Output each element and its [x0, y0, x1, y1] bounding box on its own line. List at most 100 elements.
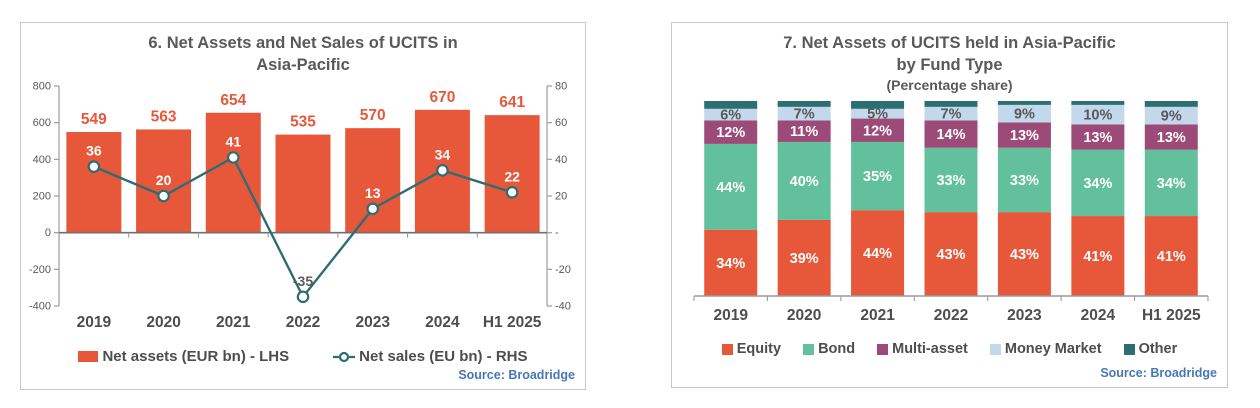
legend-label-bond: Bond — [818, 341, 856, 357]
svg-text:0: 0 — [45, 227, 51, 239]
svg-text:9%: 9% — [1161, 109, 1182, 125]
legend-label-money-market: Money Market — [1004, 341, 1102, 357]
svg-text:H1 2025: H1 2025 — [483, 314, 542, 331]
bond-swatch — [803, 343, 815, 355]
chart1-title: 6. Net Assets and Net Sales of UCITS in … — [21, 32, 585, 76]
svg-text:40%: 40% — [790, 174, 819, 190]
svg-text:12%: 12% — [863, 123, 892, 139]
multi-asset-swatch — [877, 343, 889, 355]
svg-text:34%: 34% — [1083, 176, 1112, 192]
chart1-source-credit: Source: Broadridge — [458, 368, 575, 382]
chart2-title: 7. Net Assets of UCITS held in Asia-Paci… — [672, 32, 1227, 76]
svg-text:2019: 2019 — [713, 307, 748, 324]
svg-text:-200: -200 — [29, 264, 51, 276]
svg-text:14%: 14% — [936, 127, 965, 143]
chart1-legend: Net assets (EUR bn) - LHS Net sales (EU … — [21, 348, 585, 365]
legend-label-other: Other — [1138, 341, 1178, 357]
svg-text:600: 600 — [33, 117, 51, 129]
svg-text:-400: -400 — [29, 301, 51, 313]
svg-text:41: 41 — [225, 134, 241, 150]
svg-text:13%: 13% — [1083, 130, 1112, 146]
svg-text:2020: 2020 — [787, 307, 821, 324]
svg-text:44%: 44% — [863, 246, 892, 262]
svg-text:40: 40 — [555, 154, 567, 166]
money-market-swatch — [989, 343, 1001, 355]
chart2-legend: Equity Bond Multi-asset Money Market Oth… — [672, 341, 1227, 357]
svg-text:43%: 43% — [1010, 247, 1039, 263]
chart2-title-line2: by Fund Type — [896, 56, 1003, 74]
svg-text:5%: 5% — [867, 107, 888, 123]
chart-panel-net-assets-and-sales: 6. Net Assets and Net Sales of UCITS in … — [20, 22, 586, 390]
other-swatch — [1123, 343, 1135, 355]
chart2-source-credit: Source: Broadridge — [1100, 366, 1217, 380]
legend-item-multi-asset: Multi-asset — [877, 341, 968, 357]
svg-text:2020: 2020 — [146, 314, 180, 331]
svg-text:33%: 33% — [936, 173, 965, 189]
svg-text:2024: 2024 — [425, 314, 460, 331]
legend-item-bond: Bond — [803, 341, 855, 357]
chart1-title-line1: 6. Net Assets and Net Sales of UCITS in — [148, 34, 458, 52]
stacked-bar-chart: 34%44%12%6%39%40%11%7%44%35%12%5%43%33%1… — [693, 101, 1209, 324]
svg-text:2022: 2022 — [934, 307, 968, 324]
svg-text:670: 670 — [429, 89, 455, 106]
svg-text:2023: 2023 — [355, 314, 390, 331]
legend-item-net-assets: Net assets (EUR bn) - LHS — [78, 348, 289, 365]
svg-text:34%: 34% — [1157, 176, 1186, 192]
svg-text:H1 2025: H1 2025 — [1142, 307, 1201, 324]
svg-text:34%: 34% — [716, 256, 745, 272]
svg-text:2024: 2024 — [1081, 307, 1116, 324]
svg-text:43%: 43% — [936, 247, 965, 263]
svg-text:22: 22 — [504, 168, 520, 184]
chart2-subtitle: (Percentage share) — [886, 77, 1013, 93]
svg-text:39%: 39% — [790, 251, 819, 267]
svg-text:10%: 10% — [1083, 108, 1112, 124]
svg-text:35%: 35% — [863, 169, 892, 185]
svg-text:2021: 2021 — [860, 307, 895, 324]
svg-text:-20: -20 — [555, 264, 571, 276]
legend-label-equity: Equity — [736, 341, 782, 357]
svg-text:80: 80 — [555, 81, 567, 93]
svg-text:570: 570 — [360, 107, 386, 124]
svg-text:549: 549 — [81, 111, 107, 128]
svg-text:9%: 9% — [1014, 107, 1035, 123]
chart2-title-line1: 7. Net Assets of UCITS held in Asia-Paci… — [783, 34, 1116, 52]
svg-text:13%: 13% — [1157, 130, 1186, 146]
svg-text:60: 60 — [555, 117, 567, 129]
chart-panel-fund-type-share: 7. Net Assets of UCITS held in Asia-Paci… — [671, 22, 1228, 388]
legend-label-multi-asset: Multi-asset — [892, 341, 968, 357]
svg-text:13: 13 — [365, 185, 381, 201]
svg-text:7%: 7% — [794, 107, 815, 123]
svg-text:2022: 2022 — [286, 314, 320, 331]
svg-text:-35: -35 — [293, 273, 313, 289]
legend-item-money-market: Money Market — [989, 341, 1102, 357]
equity-swatch — [721, 343, 733, 355]
net-sales-line-marker-swatch — [333, 351, 356, 362]
svg-text:654: 654 — [220, 92, 246, 109]
svg-text:641: 641 — [499, 94, 525, 111]
svg-text:33%: 33% — [1010, 173, 1039, 189]
svg-text:34: 34 — [435, 146, 451, 162]
svg-text:400: 400 — [33, 154, 51, 166]
svg-text:20: 20 — [156, 172, 172, 188]
svg-text:44%: 44% — [716, 180, 745, 196]
svg-text:800: 800 — [33, 81, 51, 93]
svg-text:2023: 2023 — [1007, 307, 1042, 324]
svg-text:7%: 7% — [941, 107, 962, 123]
svg-text:41%: 41% — [1083, 249, 1112, 265]
svg-text:20: 20 — [555, 191, 567, 203]
chart1-title-line2: Asia-Pacific — [256, 56, 350, 74]
svg-text:200: 200 — [33, 191, 51, 203]
svg-text:36: 36 — [86, 143, 102, 159]
svg-text:13%: 13% — [1010, 128, 1039, 144]
svg-text:535: 535 — [290, 114, 316, 131]
legend-item-other: Other — [1123, 341, 1178, 357]
svg-text:-: - — [555, 227, 559, 239]
svg-text:2021: 2021 — [216, 314, 251, 331]
svg-text:563: 563 — [151, 108, 177, 125]
svg-text:12%: 12% — [716, 125, 745, 141]
legend-label-net-assets: Net assets (EUR bn) - LHS — [102, 348, 290, 365]
legend-item-net-sales: Net sales (EU bn) - RHS — [333, 348, 528, 365]
svg-text:2019: 2019 — [77, 314, 112, 331]
legend-label-net-sales: Net sales (EU bn) - RHS — [359, 348, 528, 365]
net-assets-bar-swatch — [78, 351, 99, 362]
